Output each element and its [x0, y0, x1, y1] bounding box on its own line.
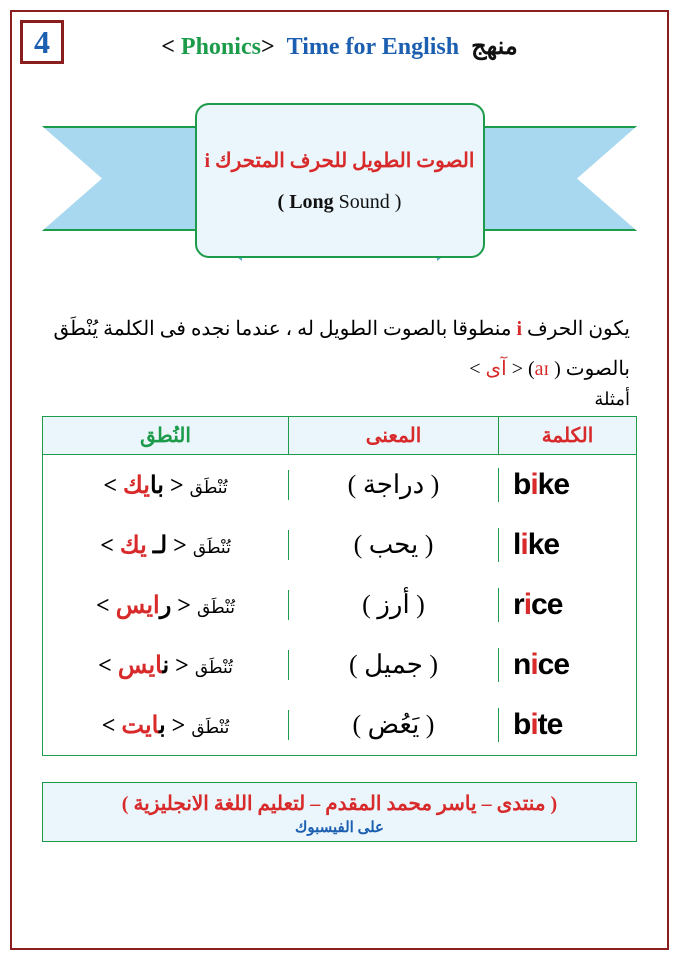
page-frame: 4 < Phonics> Time for English منهج الصوت…	[10, 10, 669, 950]
cell-pronunciation: تُنْطَق < لـ يك >	[43, 531, 288, 560]
phonics-table: النُطق المعنى الكلمة تُنْطَق < بايك >( د…	[42, 416, 637, 756]
table-row: تُنْطَق < لـ يك >( يحب )like	[43, 515, 636, 575]
table-row: تُنْطَق < رايس >( أرز )rice	[43, 575, 636, 635]
cell-meaning: ( جميل )	[288, 650, 498, 680]
ribbon-banner: الصوت الطويل للحرف المتحرك i ( Long Soun…	[24, 111, 655, 291]
cell-word: bite	[498, 708, 636, 742]
description: يكون الحرف i منطوقا بالصوت الطويل له ، ع…	[24, 309, 655, 389]
page-number-box: 4	[20, 20, 64, 64]
table-header: النُطق المعنى الكلمة	[43, 417, 636, 455]
title-arabic-line: الصوت الطويل للحرف المتحرك i	[205, 148, 475, 173]
desc-line-2: بالصوت ( aɪ) < آى >	[49, 349, 630, 389]
title-arabic: منهج	[471, 34, 518, 60]
table-body: تُنْطَق < بايك >( دراجة )bikeتُنْطَق < ل…	[43, 455, 636, 755]
footer-sub: على الفيسبوك	[47, 818, 632, 837]
cell-word: bike	[498, 468, 636, 502]
desc-line-1: يكون الحرف i منطوقا بالصوت الطويل له ، ع…	[49, 309, 630, 349]
title-box: الصوت الطويل للحرف المتحرك i ( Long Soun…	[195, 103, 485, 258]
table-row: تُنْطَق < بايت >( يَعُض )bite	[43, 695, 636, 755]
cell-pronunciation: تُنْطَق < بايت >	[43, 711, 288, 740]
cell-meaning: ( دراجة )	[288, 470, 498, 500]
table-row: تُنْطَق < نايس >( جميل )nice	[43, 635, 636, 695]
cell-word: rice	[498, 588, 636, 622]
footer-main: ( منتدى – ياسر محمد المقدم – لتعليم اللغ…	[47, 791, 632, 816]
title-english-line: ( Long Sound )	[278, 191, 402, 214]
header-pronunciation: النُطق	[43, 417, 288, 454]
header-word: الكلمة	[498, 417, 636, 454]
title-english: Time for English	[287, 34, 459, 60]
cell-pronunciation: تُنْطَق < بايك >	[43, 471, 288, 500]
bracket: <	[161, 34, 181, 60]
header: < Phonics> Time for English منهج	[24, 32, 655, 61]
header-meaning: المعنى	[288, 417, 498, 454]
examples-label: أمثلة	[24, 389, 655, 416]
cell-word: nice	[498, 648, 636, 682]
bracket: >	[261, 34, 275, 60]
cell-meaning: ( يحب )	[288, 530, 498, 560]
cell-pronunciation: تُنْطَق < رايس >	[43, 591, 288, 620]
page-number: 4	[34, 24, 50, 61]
cell-meaning: ( يَعُض )	[288, 710, 498, 740]
phonics-word: Phonics	[181, 34, 261, 60]
footer-box: ( منتدى – ياسر محمد المقدم – لتعليم اللغ…	[42, 782, 637, 842]
cell-meaning: ( أرز )	[288, 590, 498, 620]
cell-word: like	[498, 528, 636, 562]
table-row: تُنْطَق < بايك >( دراجة )bike	[43, 455, 636, 515]
cell-pronunciation: تُنْطَق < نايس >	[43, 651, 288, 680]
